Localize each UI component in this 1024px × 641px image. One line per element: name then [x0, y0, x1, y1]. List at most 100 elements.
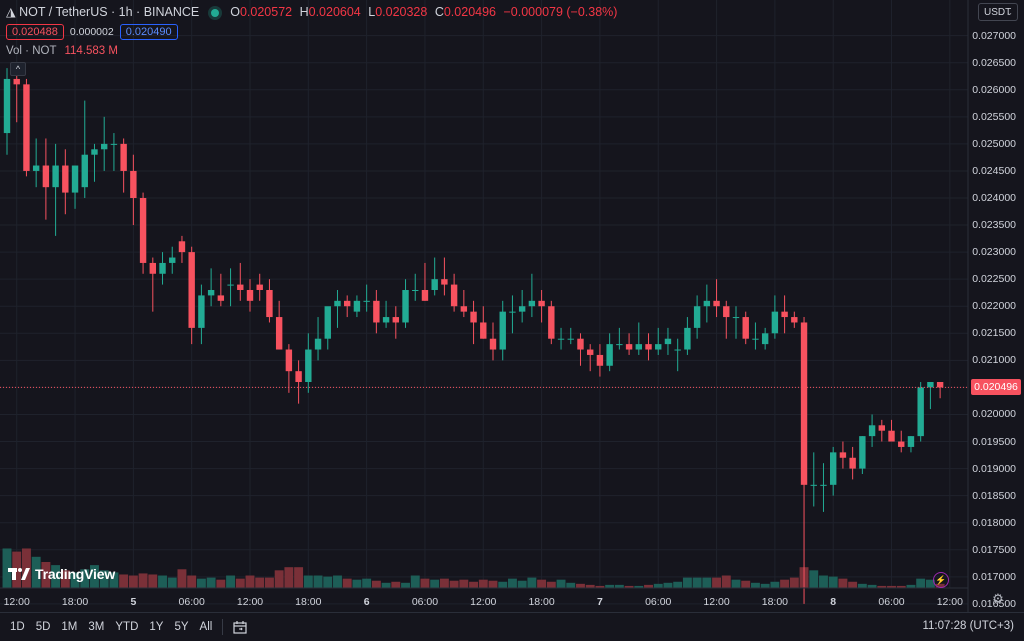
candle-body	[237, 284, 244, 290]
price-tick-label: 0.022500	[972, 273, 1016, 286]
price-tick-label: 0.027000	[972, 29, 1016, 42]
candle-body	[275, 317, 283, 350]
volume-bar	[585, 584, 595, 588]
volume-bar	[303, 575, 313, 588]
volume-bar	[255, 577, 265, 588]
collapse-legend-icon[interactable]: ^	[10, 62, 26, 76]
price-tick-label: 0.018000	[972, 516, 1016, 529]
candle-body	[791, 317, 798, 323]
volume-bar	[313, 575, 323, 588]
price-chart[interactable]	[0, 0, 1024, 612]
price-tick-label: 0.020000	[972, 408, 1016, 421]
volume-bar	[556, 579, 566, 588]
volume-bar	[323, 576, 333, 588]
currency-selector[interactable]: USDT ⌄	[978, 3, 1018, 21]
candle-body	[713, 300, 720, 307]
tradingview-mark-icon	[8, 568, 30, 580]
volume-bar	[770, 581, 780, 588]
price-tick-label: 0.025000	[972, 137, 1016, 150]
volume-bar	[381, 582, 391, 588]
volume-bar	[391, 581, 401, 588]
volume-bars	[2, 548, 945, 588]
volume-bar	[925, 579, 935, 588]
candle-body	[674, 349, 681, 351]
bottom-toolbar: 1D 5D 1M 3M YTD 1Y 5Y All 11:07:28 (UTC+3)	[0, 612, 1024, 641]
candle-body	[587, 349, 594, 355]
clock[interactable]: 11:07:28 (UTC+3)	[922, 620, 1014, 632]
candle-body	[596, 354, 604, 366]
volume-bar	[527, 577, 537, 588]
candle-body	[460, 306, 468, 312]
volume-bar	[673, 581, 683, 588]
range-button-5d[interactable]: 5D	[35, 621, 51, 633]
candle-body	[577, 338, 584, 350]
candle-body	[684, 327, 691, 350]
volume-bar	[760, 583, 770, 588]
volume-bar	[614, 584, 624, 588]
volume-bar	[41, 562, 51, 588]
volume-bar	[226, 575, 236, 588]
range-button-all[interactable]: All	[199, 621, 213, 633]
volume-bar	[51, 565, 61, 588]
symbol-title[interactable]: NOT / TetherUS · 1h · BINANCE	[19, 5, 200, 19]
toolbar-divider	[222, 619, 224, 635]
time-tick-label: 06:00	[878, 596, 905, 608]
price-tick-label: 0.018500	[972, 489, 1016, 502]
candle-body	[412, 290, 419, 291]
volume-bar	[595, 585, 605, 588]
settings-gear-icon[interactable]: ⚙	[992, 591, 1004, 606]
candle-body	[606, 344, 613, 366]
candle-body	[859, 436, 866, 469]
range-button-ytd[interactable]: YTD	[115, 621, 139, 633]
candle-body	[81, 154, 88, 188]
volume-bar	[644, 584, 653, 588]
candle-body	[441, 279, 448, 285]
volume-bar	[838, 578, 848, 588]
volume-bar	[634, 585, 644, 588]
close-value: 0.020496	[443, 5, 496, 19]
volume-bar	[158, 575, 167, 588]
volume-bar	[566, 582, 576, 588]
spread-value: 0.000002	[69, 26, 114, 38]
lightning-icon[interactable]: ⚡	[933, 572, 949, 588]
time-tick-label: 06:00	[411, 596, 439, 608]
range-button-3m[interactable]: 3M	[88, 621, 105, 633]
candle-body	[353, 300, 361, 312]
volume-bar	[352, 579, 362, 588]
candle-body	[499, 311, 506, 350]
volume-bar	[410, 575, 420, 588]
candle-body	[246, 290, 254, 301]
candle-body	[32, 165, 40, 171]
candle-body	[771, 311, 779, 334]
volume-bar	[401, 582, 410, 588]
time-tick-label: 5	[130, 596, 137, 608]
volume-bar	[848, 581, 858, 588]
candle-body	[3, 78, 11, 134]
candle-body	[139, 198, 147, 263]
volume-bar	[517, 580, 527, 588]
goto-date-icon[interactable]	[233, 620, 247, 634]
candle-body	[450, 284, 458, 307]
candle-body	[742, 317, 749, 339]
volume-bar	[90, 565, 99, 588]
candle-body	[664, 338, 672, 345]
candlesticks	[3, 62, 944, 604]
range-button-1y[interactable]: 1Y	[149, 621, 164, 633]
candle-body	[71, 165, 79, 193]
range-button-1d[interactable]: 1D	[10, 621, 25, 633]
price-tick-label: 0.017500	[972, 543, 1016, 556]
candle-body	[23, 84, 30, 171]
chart-legend: ◮ NOT / TetherUS · 1h · BINANCE O0.02057…	[6, 4, 621, 19]
candle-body	[693, 306, 701, 328]
candle-body	[402, 290, 409, 323]
price-tick-label: 0.019000	[972, 462, 1016, 475]
buy-price-button[interactable]: 0.020490	[119, 24, 178, 40]
range-button-5y[interactable]: 5Y	[174, 621, 189, 633]
range-button-1m[interactable]: 1M	[61, 621, 78, 633]
market-status-icon[interactable]	[210, 8, 219, 17]
volume-bar	[449, 580, 459, 588]
sell-price-button[interactable]: 0.020488	[6, 24, 64, 40]
volume-bar	[721, 575, 731, 588]
tradingview-logo[interactable]: TradingView	[8, 566, 115, 582]
volume-bar	[906, 584, 916, 588]
